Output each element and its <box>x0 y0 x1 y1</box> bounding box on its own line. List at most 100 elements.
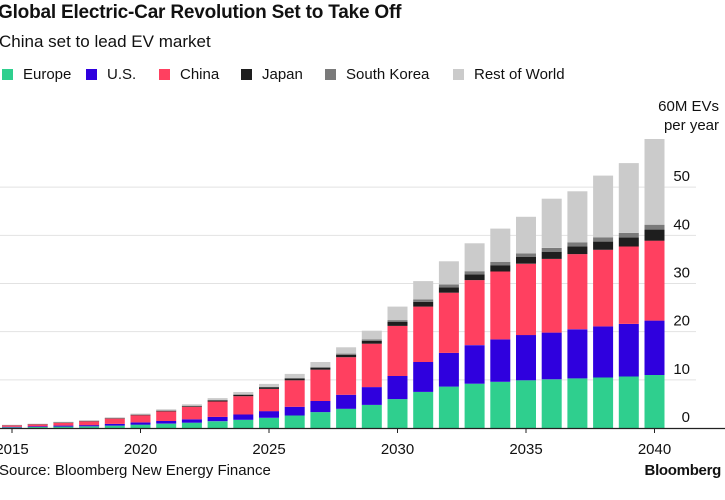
bar-rest-of-world-2033 <box>464 243 485 272</box>
bar-south-korea-2029 <box>361 339 382 341</box>
bar-europe-2024 <box>233 419 254 428</box>
bar-europe-2037 <box>567 378 588 428</box>
bar-rest-of-world-2020 <box>130 413 151 415</box>
bar-europe-2032 <box>438 386 459 428</box>
bar-china-2036 <box>541 258 562 333</box>
bar-japan-2023 <box>207 400 228 402</box>
legend-swatch-rest-of-world <box>453 69 464 80</box>
bar-japan-2037 <box>567 246 588 255</box>
bar-rest-of-world-2025 <box>259 383 279 387</box>
bar-south-korea-2035 <box>516 253 536 257</box>
x-tick-label: 2015 <box>0 441 29 458</box>
bar-u-s-2035 <box>516 335 536 381</box>
bar-europe-2029 <box>361 404 382 428</box>
bar-japan-2039 <box>618 237 639 247</box>
bar-japan-2022 <box>181 406 202 407</box>
bar-europe-2031 <box>413 391 434 428</box>
y-tick-label: 40 <box>673 216 690 233</box>
bar-south-korea-2039 <box>618 232 639 238</box>
bar-rest-of-world-2036 <box>541 198 562 248</box>
bar-rest-of-world-2030 <box>387 306 408 321</box>
bar-europe-2038 <box>593 377 614 428</box>
bar-china-2031 <box>413 306 434 362</box>
legend-label-us: U.S. <box>107 66 137 83</box>
legend-item-us: U.S. <box>86 66 136 83</box>
bar-japan-2032 <box>438 287 459 293</box>
bar-rest-of-world-2039 <box>618 163 639 233</box>
bar-japan-2030 <box>387 322 408 326</box>
chart-title: Global Electric-Car Revolution Set to Ta… <box>0 2 402 23</box>
bar-china-2021 <box>156 411 177 421</box>
bar-u-s-2030 <box>387 376 408 400</box>
y-tick-label: 10 <box>673 361 690 378</box>
bar-europe-2033 <box>464 383 485 428</box>
bar-europe-2023 <box>207 421 228 428</box>
bar-europe-2025 <box>259 417 279 428</box>
bar-south-korea-2023 <box>207 400 228 401</box>
bar-u-s-2017 <box>53 425 74 427</box>
bar-south-korea-2032 <box>438 284 459 288</box>
bar-u-s-2020 <box>130 422 151 425</box>
bar-south-korea-2026 <box>284 377 305 379</box>
bar-u-s-2016 <box>27 426 48 427</box>
bar-rest-of-world-2038 <box>593 175 614 238</box>
bar-japan-2033 <box>464 274 485 281</box>
legend-label-rest-of-world: Rest of World <box>474 66 565 83</box>
bar-japan-2028 <box>336 354 357 358</box>
bar-u-s-2023 <box>207 416 228 422</box>
bar-china-2015 <box>2 425 22 427</box>
bar-europe-2040 <box>644 375 665 428</box>
bar-europe-2021 <box>156 423 177 428</box>
bar-china-2037 <box>567 254 588 330</box>
x-tick-label: 2030 <box>381 441 414 458</box>
bar-japan-2034 <box>490 265 511 272</box>
bar-u-s-2027 <box>310 401 331 413</box>
bar-china-2033 <box>464 280 485 346</box>
bar-u-s-2019 <box>104 423 125 426</box>
bar-europe-2027 <box>310 412 331 428</box>
bar-south-korea-2033 <box>464 271 485 275</box>
legend-swatch-china <box>159 69 170 80</box>
bar-china-2023 <box>207 401 228 417</box>
bar-south-korea-2024 <box>233 394 254 395</box>
bar-japan-2038 <box>593 241 614 250</box>
bar-u-s-2015 <box>2 426 22 428</box>
bar-china-2027 <box>310 369 331 401</box>
bar-europe-2035 <box>516 380 536 428</box>
legend-swatch-south-korea <box>325 69 336 80</box>
y-tick-label: 50 <box>673 168 690 185</box>
bar-u-s-2039 <box>618 324 639 377</box>
legend-item-south-korea: South Korea <box>325 66 429 83</box>
bar-u-s-2034 <box>490 339 511 382</box>
bar-rest-of-world-2018 <box>79 420 100 421</box>
brand-logo: Bloomberg <box>644 462 722 479</box>
bar-china-2038 <box>593 249 614 327</box>
x-tick-label: 2020 <box>124 441 157 458</box>
bar-japan-2026 <box>284 378 305 381</box>
bar-europe-2018 <box>79 426 100 428</box>
legend-label-japan: Japan <box>262 66 303 83</box>
bar-u-s-2022 <box>181 419 202 423</box>
bar-japan-2029 <box>361 340 382 344</box>
bar-rest-of-world-2027 <box>310 362 331 367</box>
bar-south-korea-2034 <box>490 261 511 266</box>
legend-label-south-korea: South Korea <box>346 66 430 83</box>
y-tick-label: 0 <box>682 409 690 426</box>
bar-europe-2036 <box>541 379 562 428</box>
bar-europe-2020 <box>130 424 151 428</box>
bar-europe-2017 <box>53 426 74 428</box>
bar-china-2035 <box>516 263 536 336</box>
legend-item-rest-of-world: Rest of World <box>453 66 565 83</box>
y-tick-label: 20 <box>673 313 690 330</box>
bar-south-korea-2031 <box>413 299 434 302</box>
bar-japan-2024 <box>233 395 254 397</box>
legend-item-china: China <box>159 66 219 83</box>
bar-china-2028 <box>336 357 357 395</box>
bar-china-2034 <box>490 271 511 340</box>
bar-u-s-2033 <box>464 345 485 384</box>
bar-u-s-2018 <box>79 425 100 427</box>
bar-rest-of-world-2037 <box>567 191 588 243</box>
bar-rest-of-world-2028 <box>336 347 357 354</box>
source-note: Source: Bloomberg New Energy Finance <box>0 462 271 479</box>
bar-south-korea-2028 <box>336 353 357 355</box>
